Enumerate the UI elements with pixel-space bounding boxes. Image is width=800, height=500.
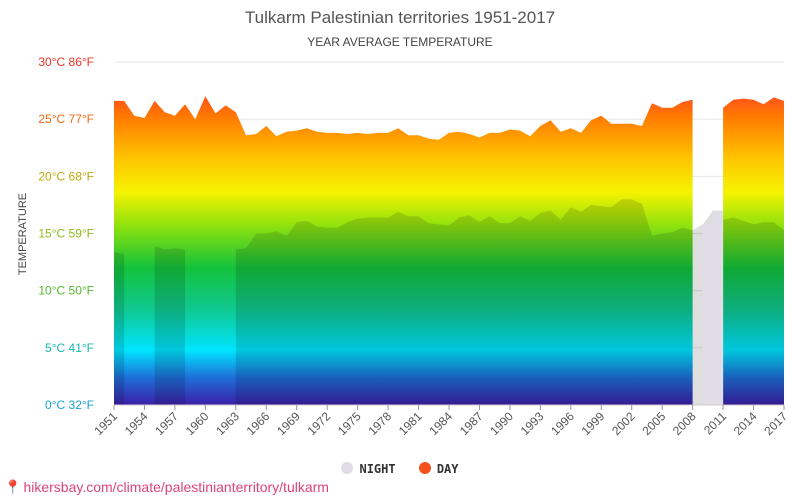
location-pin-icon: 📍 bbox=[4, 479, 22, 495]
y-axis-ticks: 0°C 32°F 5°C 41°F 10°C 50°F 15°C 59°F 20°C 6… bbox=[38, 55, 94, 412]
chart-title: Tulkarm Palestinian territories 1951-201… bbox=[244, 8, 556, 27]
night-area bbox=[235, 199, 785, 405]
y-tick-label: 30°C 86°F bbox=[38, 55, 94, 69]
chart-subtitle: YEAR AVERAGE TEMPERATURE bbox=[307, 35, 493, 49]
x-tick-label: 1951 bbox=[91, 409, 120, 438]
x-tick-label: 2008 bbox=[670, 409, 699, 438]
x-tick-label: 1960 bbox=[183, 409, 212, 438]
x-tick-label: 1957 bbox=[152, 409, 181, 438]
x-tick-label: 1996 bbox=[548, 409, 577, 438]
x-tick-label: 1978 bbox=[365, 409, 394, 438]
night-dot-icon bbox=[341, 462, 354, 474]
x-tick-label: 1966 bbox=[244, 409, 273, 438]
source-credit[interactable]: 📍 hikersbay.com/climate/palestinianterrit… bbox=[4, 479, 329, 496]
x-axis-ticks: 1951 1954 1957 1960 1963 1966 1969 1972 1975 1978… bbox=[91, 404, 790, 438]
y-tick-label: 10°C 50°F bbox=[38, 284, 94, 298]
x-tick-label: 1990 bbox=[487, 409, 516, 438]
day-area bbox=[723, 97, 784, 406]
legend-item-day[interactable]: DAY bbox=[418, 462, 459, 476]
x-tick-label: 1999 bbox=[579, 409, 608, 438]
night-area bbox=[114, 251, 125, 405]
y-tick-label: 5°C 41°F bbox=[45, 341, 94, 355]
y-tick-label: 15°C 59°F bbox=[38, 227, 94, 241]
source-credit-text: hikersbay.com/climate/palestinianterrito… bbox=[23, 479, 329, 495]
legend-label-day: DAY bbox=[436, 462, 459, 476]
x-tick-label: 1954 bbox=[122, 409, 151, 438]
x-tick-label: 2011 bbox=[701, 409, 729, 437]
legend-item-night[interactable]: NIGHT bbox=[341, 462, 396, 476]
day-dot-icon bbox=[418, 462, 431, 474]
x-tick-label: 1984 bbox=[426, 409, 455, 438]
night-only-bar bbox=[712, 210, 724, 405]
x-tick-label: 2014 bbox=[731, 409, 760, 438]
chart-legend: NIGHT DAY bbox=[0, 462, 800, 476]
x-tick-label: 1981 bbox=[396, 409, 425, 438]
y-tick-label: 25°C 77°F bbox=[38, 112, 94, 126]
x-tick-label: 2017 bbox=[761, 409, 790, 438]
night-area bbox=[154, 246, 186, 405]
y-tick-label: 20°C 68°F bbox=[38, 169, 94, 183]
x-tick-label: 2002 bbox=[609, 409, 638, 438]
x-tick-label: 2005 bbox=[640, 409, 669, 438]
night-series bbox=[114, 199, 785, 405]
x-tick-label: 1975 bbox=[335, 409, 364, 438]
night-only-bar bbox=[702, 224, 713, 405]
x-tick-label: 1987 bbox=[457, 409, 486, 438]
y-axis-label: TEMPERATURE bbox=[17, 193, 29, 275]
day-area bbox=[114, 96, 693, 406]
x-tick-label: 1969 bbox=[274, 409, 303, 438]
legend-label-night: NIGHT bbox=[359, 462, 396, 476]
y-tick-label: 0°C 32°F bbox=[45, 398, 94, 412]
x-tick-label: 1972 bbox=[305, 409, 334, 438]
day-series bbox=[114, 96, 784, 406]
x-tick-label: 1963 bbox=[213, 409, 242, 438]
x-tick-label: 1993 bbox=[518, 409, 547, 438]
